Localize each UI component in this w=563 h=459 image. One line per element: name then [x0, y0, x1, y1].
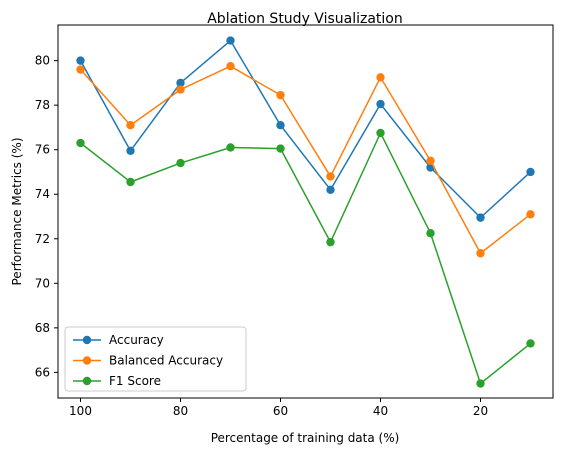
data-point-balanced-accuracy: [276, 90, 285, 100]
y-axis-ticks: 66 68 70 72 74 76 78 80: [35, 54, 58, 379]
x-tick-label: 100: [69, 404, 92, 418]
y-axis-label: Performance Metrics (%): [10, 138, 24, 286]
data-point-balanced-accuracy: [126, 121, 135, 130]
legend-marker-balanced-accuracy: [82, 356, 92, 365]
data-point-balanced-accuracy: [226, 61, 235, 71]
y-tick-label: 72: [35, 232, 50, 246]
data-point-accuracy: [526, 167, 535, 177]
data-point-accuracy: [326, 185, 335, 194]
legend-label-accuracy: Accuracy: [109, 333, 164, 347]
chart-title: Ablation Study Visualization: [207, 11, 403, 27]
legend-label-f1-score: F1 Score: [109, 374, 161, 388]
data-point-balanced-accuracy: [476, 249, 485, 258]
legend-marker-f1-score: [82, 376, 92, 386]
x-tick-label: 20: [473, 404, 488, 418]
data-point-balanced-accuracy: [176, 85, 185, 94]
data-point-accuracy: [226, 36, 235, 45]
series-line-f1-score: [80, 132, 531, 385]
data-point-accuracy: [176, 78, 185, 88]
data-point-f1-score: [76, 138, 85, 148]
x-tick-label: 80: [173, 404, 188, 418]
data-point-f1-score: [226, 143, 235, 152]
y-tick-label: 68: [35, 321, 50, 335]
data-point-f1-score: [126, 177, 135, 187]
y-tick-label: 66: [35, 365, 50, 379]
y-tick-label: 76: [35, 143, 50, 157]
x-axis-ticks: 100 80 60 40 20: [69, 398, 488, 418]
y-tick-label: 80: [35, 54, 50, 68]
plot-frame: [57, 24, 554, 399]
plot-lines: [76, 36, 535, 388]
data-point-balanced-accuracy: [76, 65, 85, 74]
data-point-f1-score: [176, 158, 185, 168]
data-point-f1-score: [376, 128, 385, 138]
x-tick-label: 60: [273, 404, 288, 418]
legend: Accuracy Balanced Accuracy F1 Score: [64, 326, 247, 392]
data-point-accuracy: [376, 99, 385, 109]
x-tick-label: 40: [373, 404, 388, 418]
data-point-accuracy: [126, 146, 135, 156]
data-point-balanced-accuracy: [376, 73, 385, 82]
y-tick-label: 70: [35, 276, 50, 290]
data-point-balanced-accuracy: [426, 156, 435, 166]
y-tick-label: 78: [35, 98, 50, 112]
x-axis-label: Percentage of training data (%): [211, 431, 400, 445]
data-point-f1-score: [476, 379, 485, 388]
series-line-accuracy: [79, 39, 532, 219]
series-line-balanced-accuracy: [79, 65, 531, 254]
data-point-f1-score: [276, 144, 285, 153]
data-point-accuracy: [276, 121, 285, 130]
data-point-balanced-accuracy: [326, 172, 335, 181]
legend-label-balanced-accuracy: Balanced Accuracy: [109, 354, 223, 368]
legend-box: [64, 326, 247, 392]
y-tick-label: 74: [35, 187, 50, 201]
data-point-accuracy: [476, 213, 485, 222]
data-point-accuracy: [76, 56, 85, 65]
legend-marker-accuracy: [82, 335, 92, 345]
data-point-balanced-accuracy: [526, 210, 535, 219]
data-point-f1-score: [426, 229, 435, 238]
data-point-f1-score: [526, 339, 535, 348]
data-point-f1-score: [326, 237, 335, 247]
